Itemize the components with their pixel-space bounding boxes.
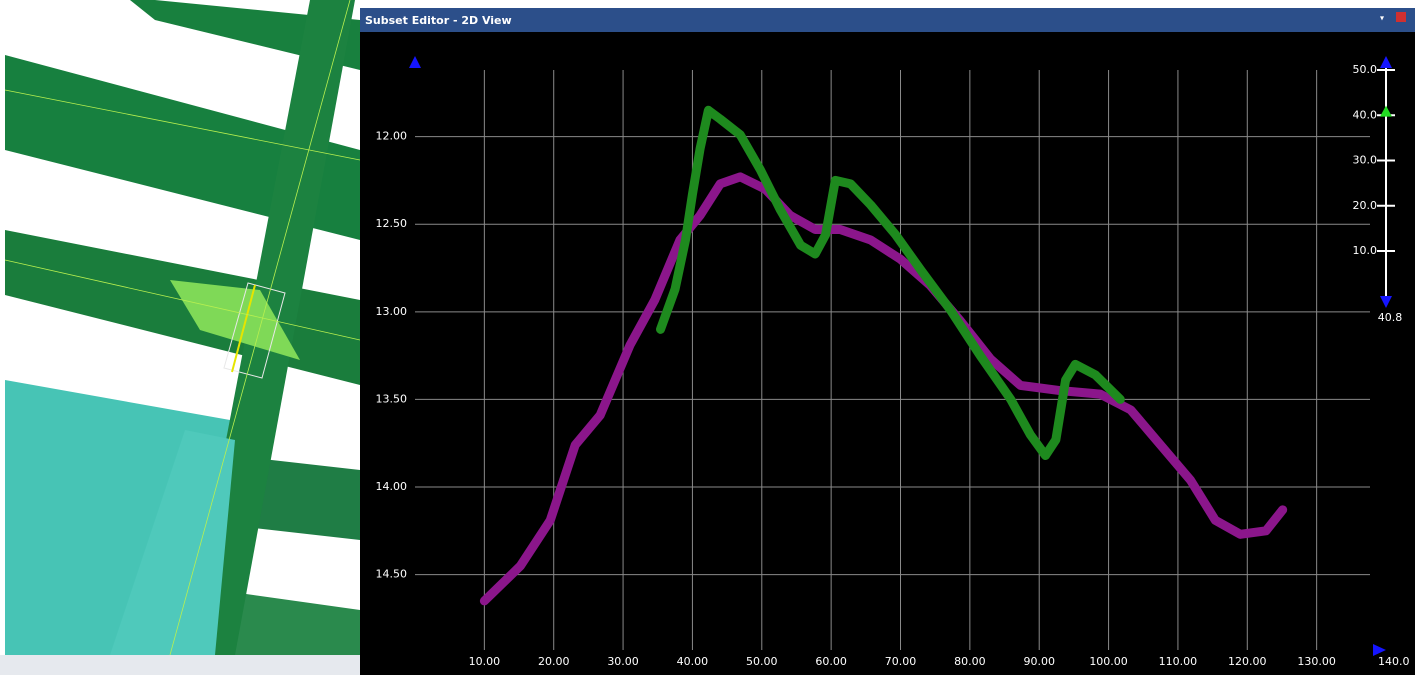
y-tick-label: 13.00 (376, 305, 408, 318)
slider-value: 40.8 (1378, 311, 1403, 324)
x-tick-label: 20.00 (538, 655, 570, 668)
x-tick-label: 50.00 (746, 655, 778, 668)
slider-tick-label: 10.0 (1353, 244, 1378, 257)
page: {"window_title": "Subset Editor - 2D Vie… (0, 0, 1415, 675)
x-tick-label: 110.00 (1159, 655, 1198, 668)
screen: Subset Editor - 2D View ▾ 10.00 20.00 30.0… (0, 0, 1415, 675)
window-title: Subset Editor - 2D View (365, 14, 512, 27)
x-tick-label: 100.00 (1089, 655, 1128, 668)
x-tick-label: 60.00 (815, 655, 847, 668)
plot-area (360, 32, 1415, 675)
x-tick-label: 70.00 (885, 655, 917, 668)
slider-tick-label: 30.0 (1353, 154, 1378, 167)
close-button[interactable] (1396, 12, 1406, 22)
menu-button[interactable]: ▾ (1380, 14, 1384, 23)
y-tick-label: 14.00 (376, 480, 408, 493)
x-tick-label: 10.00 (469, 655, 501, 668)
x-tick-label: 30.00 (607, 655, 639, 668)
x-tick-label: 120.00 (1228, 655, 1267, 668)
title-bar (360, 8, 1415, 32)
map-view (0, 0, 360, 675)
x-tick-label: 90.00 (1023, 655, 1055, 668)
x-tick-label: 40.00 (677, 655, 709, 668)
x-scroll-label: 140.0 (1378, 655, 1410, 668)
slider-tick-label: 40.0 (1353, 108, 1378, 121)
y-tick-label: 12.50 (376, 217, 408, 230)
slider-tick-label: 20.0 (1353, 199, 1378, 212)
x-tick-label: 80.00 (954, 655, 986, 668)
x-tick-label: 130.00 (1297, 655, 1336, 668)
y-tick-label: 12.00 (376, 130, 408, 143)
slider-tick-label: 50.0 (1353, 63, 1378, 76)
y-tick-label: 14.50 (376, 568, 408, 581)
y-tick-label: 13.50 (376, 392, 408, 405)
